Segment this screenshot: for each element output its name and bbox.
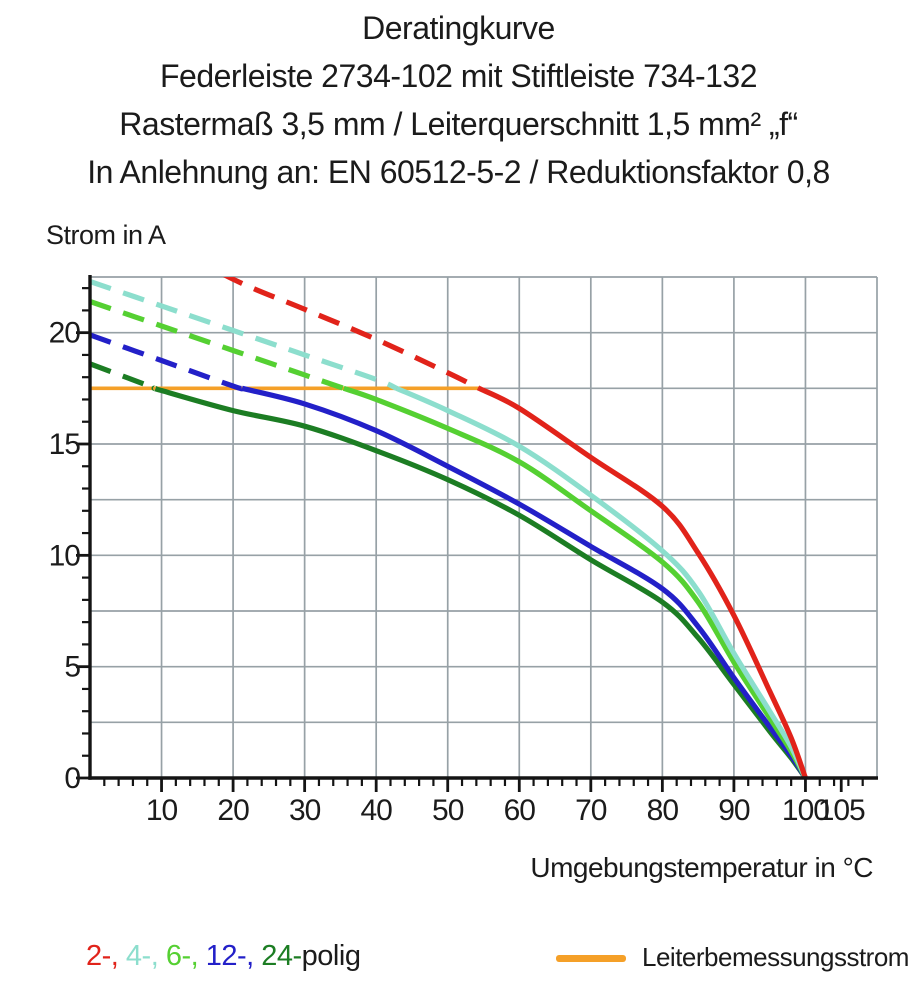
y-tick-label-15: 15 <box>49 428 81 461</box>
poles-legend-part-0: 2-, <box>86 940 126 972</box>
y-axis-title: Strom in A <box>46 220 166 250</box>
title-line-2: Federleiste 2734-102 mit Stiftleiste 734… <box>159 58 758 94</box>
x-tick-label-30: 30 <box>289 794 321 827</box>
x-tick-label-90: 90 <box>718 794 750 827</box>
x-tick-label-10: 10 <box>146 794 178 827</box>
x-tick-label-105: 105 <box>818 794 865 827</box>
y-tick-label-10: 10 <box>49 539 81 572</box>
series-6-polig-solid <box>342 385 808 778</box>
y-tick-label-20: 20 <box>49 317 81 350</box>
series-4-polig-solid <box>395 385 808 778</box>
series-4-polig-dashed <box>90 278 398 391</box>
x-tick-label-40: 40 <box>360 794 392 827</box>
poles-legend-part-2: 6-, <box>165 940 206 972</box>
rated-current-legend-label: Leiterbemessungsstrom <box>642 942 909 972</box>
series-12-polig-dashed <box>90 332 245 392</box>
x-tick-label-80: 80 <box>647 794 679 827</box>
y-tick-label-5: 5 <box>64 651 80 684</box>
title-line-4: In Anlehnung an: EN 60512-5-2 / Reduktio… <box>87 154 830 190</box>
series-24-polig-dashed <box>90 361 157 391</box>
chart-curves <box>90 277 808 778</box>
x-axis-title: Umgebungstemperatur in °C <box>530 852 873 883</box>
series-2-polig-dashed <box>222 277 481 391</box>
x-tick-label-20: 20 <box>217 794 249 827</box>
series-24-polig-solid <box>151 385 808 778</box>
x-tick-label-100: 100 <box>782 794 829 827</box>
poles-legend-part-3: 12-, <box>205 940 262 972</box>
chart-ticks <box>76 287 864 792</box>
title-line-1: Deratingkurve <box>362 10 555 46</box>
title-block: Deratingkurve Federleiste 2734-102 mit S… <box>0 4 917 196</box>
chart-axes <box>88 275 878 780</box>
poles-legend-part-4: 24- <box>261 940 302 972</box>
poles-legend-part-5: polig <box>301 940 361 972</box>
y-tick-label-0: 0 <box>64 762 80 795</box>
series-12-polig-solid <box>241 385 808 778</box>
series-2-polig-solid <box>477 385 808 778</box>
x-tick-label-50: 50 <box>432 794 464 827</box>
x-tick-label-70: 70 <box>575 794 607 827</box>
poles-legend-part-1: 4-, <box>125 940 166 972</box>
x-tick-label-60: 60 <box>504 794 536 827</box>
title-line-3: Rastermaß 3,5 mm / Leiterquerschnitt 1,5… <box>119 106 798 142</box>
series-6-polig-dashed <box>90 299 345 391</box>
poles-legend: 2-, 4-, 6-, 12-, 24-polig <box>86 940 361 973</box>
rated-current-legend-swatch <box>556 955 626 962</box>
